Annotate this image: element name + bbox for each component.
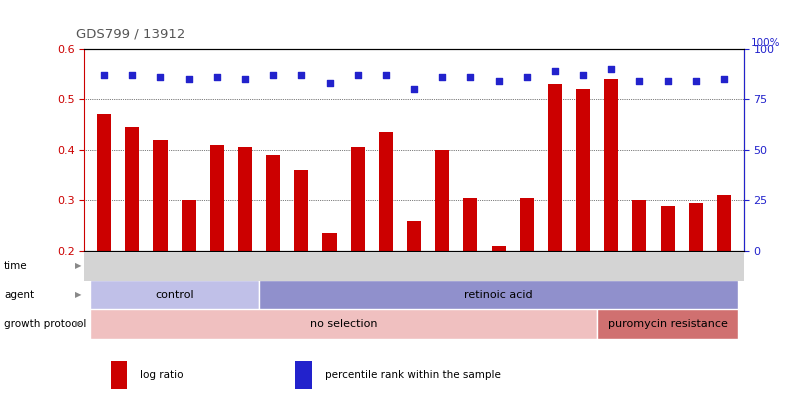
- Bar: [259, 280, 737, 309]
- Bar: [378, 132, 393, 251]
- Bar: [491, 246, 505, 251]
- Point: [520, 74, 532, 80]
- Text: growth protocol: growth protocol: [4, 319, 86, 329]
- Text: GDS799 / 13912: GDS799 / 13912: [76, 28, 185, 40]
- Bar: [547, 84, 561, 251]
- Text: ▶: ▶: [75, 290, 81, 299]
- Point: [379, 72, 392, 78]
- Bar: [604, 79, 618, 251]
- Bar: [406, 221, 421, 251]
- Text: 0 h: 0 h: [165, 261, 183, 271]
- Text: 100%: 100%: [750, 38, 779, 48]
- Text: retinoic acid: retinoic acid: [463, 290, 532, 300]
- Text: puromycin resistance: puromycin resistance: [607, 319, 727, 329]
- Point: [126, 72, 139, 78]
- Bar: [295, 361, 312, 390]
- Point: [548, 68, 560, 74]
- Bar: [97, 115, 111, 251]
- Point: [576, 72, 589, 78]
- Text: ▶: ▶: [75, 261, 81, 270]
- Bar: [90, 280, 259, 309]
- Point: [351, 72, 364, 78]
- Bar: [125, 127, 139, 251]
- Point: [98, 72, 111, 78]
- Bar: [111, 361, 127, 390]
- Text: log ratio: log ratio: [141, 371, 184, 380]
- Bar: [90, 251, 259, 280]
- Bar: [294, 170, 308, 251]
- Point: [323, 80, 336, 86]
- Bar: [434, 150, 449, 251]
- Point: [238, 76, 251, 82]
- Bar: [153, 140, 167, 251]
- Bar: [399, 251, 737, 280]
- Text: control: control: [155, 290, 194, 300]
- Point: [407, 86, 420, 92]
- Bar: [181, 200, 195, 251]
- Bar: [238, 147, 252, 251]
- Point: [716, 76, 729, 82]
- Text: 48 h: 48 h: [316, 261, 341, 271]
- Bar: [632, 200, 646, 251]
- Point: [491, 78, 504, 84]
- Bar: [597, 309, 737, 339]
- Text: agent: agent: [4, 290, 34, 300]
- Point: [154, 74, 167, 80]
- Point: [463, 74, 476, 80]
- Bar: [660, 206, 674, 251]
- Bar: [259, 251, 399, 280]
- Point: [660, 78, 673, 84]
- Point: [182, 76, 195, 82]
- Bar: [688, 203, 702, 251]
- Point: [604, 66, 617, 72]
- Point: [295, 72, 308, 78]
- Point: [632, 78, 645, 84]
- Text: time: time: [4, 261, 27, 271]
- Bar: [90, 309, 597, 339]
- Text: 96 h: 96 h: [556, 261, 581, 271]
- Text: percentile rank within the sample: percentile rank within the sample: [324, 371, 500, 380]
- Bar: [575, 89, 589, 251]
- Text: no selection: no selection: [309, 319, 377, 329]
- Point: [435, 74, 448, 80]
- Bar: [266, 155, 280, 251]
- Point: [210, 74, 223, 80]
- Bar: [463, 198, 477, 251]
- Bar: [322, 233, 336, 251]
- Text: ▶: ▶: [75, 320, 81, 328]
- Point: [267, 72, 279, 78]
- Point: [688, 78, 701, 84]
- Bar: [519, 198, 533, 251]
- Bar: [716, 195, 730, 251]
- Bar: [210, 145, 223, 251]
- Bar: [350, 147, 365, 251]
